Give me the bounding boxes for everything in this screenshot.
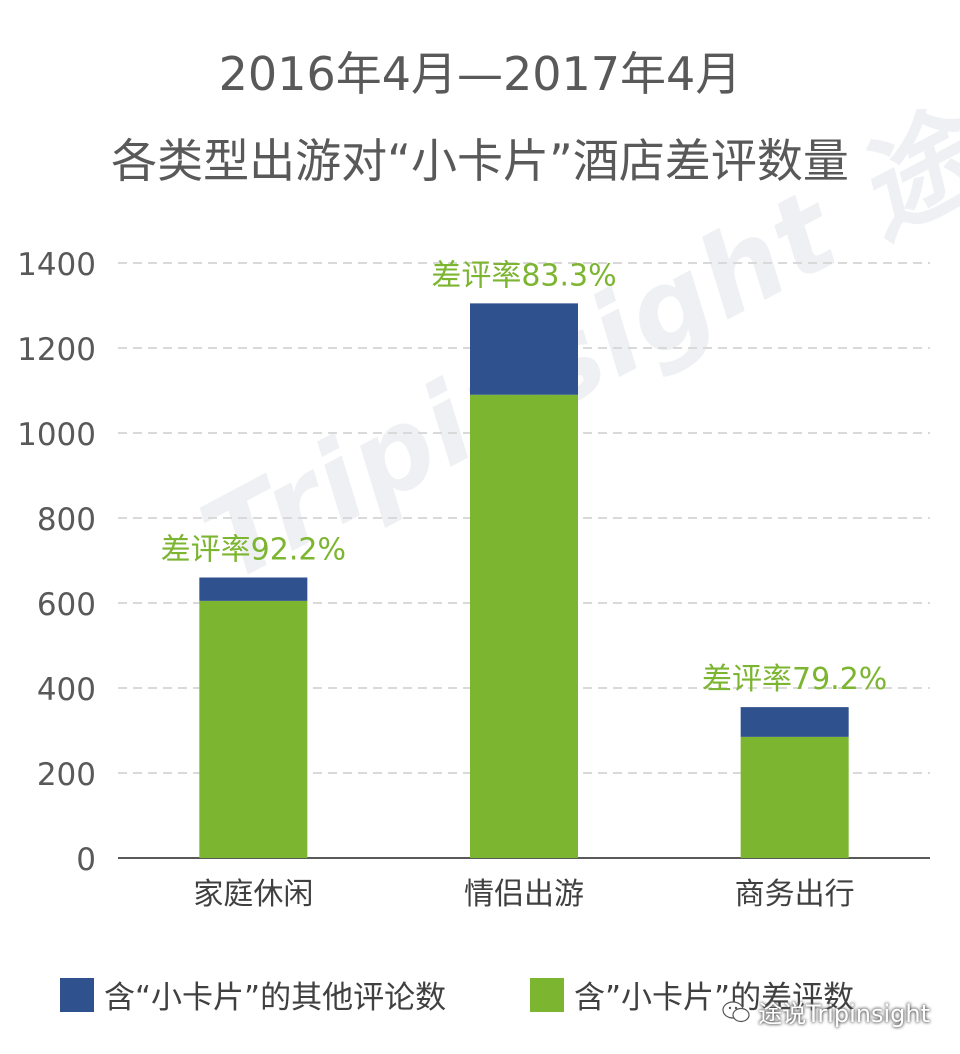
legend-swatch-bad <box>530 977 564 1012</box>
legend-label-other: 含“小卡片”的其他评论数 <box>104 980 447 1016</box>
legend-item-bad: 含”小卡片”的差评数 <box>530 972 854 1017</box>
bad-review-rate-label: 差评率79.2% <box>702 662 887 697</box>
wechat-icon <box>722 1000 750 1022</box>
y-tick-label: 200 <box>37 757 96 793</box>
chart-title-line-2: 各类型出游对“小卡片”酒店差评数量 <box>111 134 849 188</box>
y-tick-label: 0 <box>76 842 96 878</box>
bad-review-rate-label: 差评率92.2% <box>161 533 346 568</box>
legend-item-other: 含“小卡片”的其他评论数 <box>60 972 446 1017</box>
signature-text: 途说Tripinsight <box>758 1000 930 1028</box>
bar-bad-reviews <box>740 736 849 858</box>
y-tick-label: 1000 <box>17 417 96 453</box>
x-category-label: 情侣出游 <box>464 877 584 912</box>
bar-bad-reviews <box>470 394 578 858</box>
x-category-label: 商务出行 <box>735 877 855 912</box>
legend-label-bad: 含”小卡片”的差评数 <box>574 980 855 1016</box>
bad-review-rate-label: 差评率83.3% <box>431 258 616 293</box>
x-category-label: 家庭休闲 <box>193 877 313 912</box>
y-tick-label: 600 <box>37 587 96 623</box>
y-tick-label: 800 <box>37 502 96 538</box>
y-tick-label: 1200 <box>17 332 96 368</box>
signature: 途说Tripinsight <box>722 994 930 1029</box>
bar-other-reviews <box>740 707 849 737</box>
bar-chart: 0 200 400 600 800 1000 1200 1400 差评率92.2% 家庭休闲 差评率… <box>17 247 930 912</box>
y-tick-label: 1400 <box>17 247 96 283</box>
bar-other-reviews <box>199 577 308 601</box>
legend-swatch-other <box>60 977 94 1012</box>
bar-bad-reviews <box>199 600 308 858</box>
legend: 含“小卡片”的其他评论数 含”小卡片”的差评数 <box>0 972 960 1022</box>
chart-title-line-1: 2016年4月—2017年4月 <box>218 47 742 101</box>
bar-other-reviews <box>470 303 578 395</box>
y-tick-label: 400 <box>37 672 96 708</box>
